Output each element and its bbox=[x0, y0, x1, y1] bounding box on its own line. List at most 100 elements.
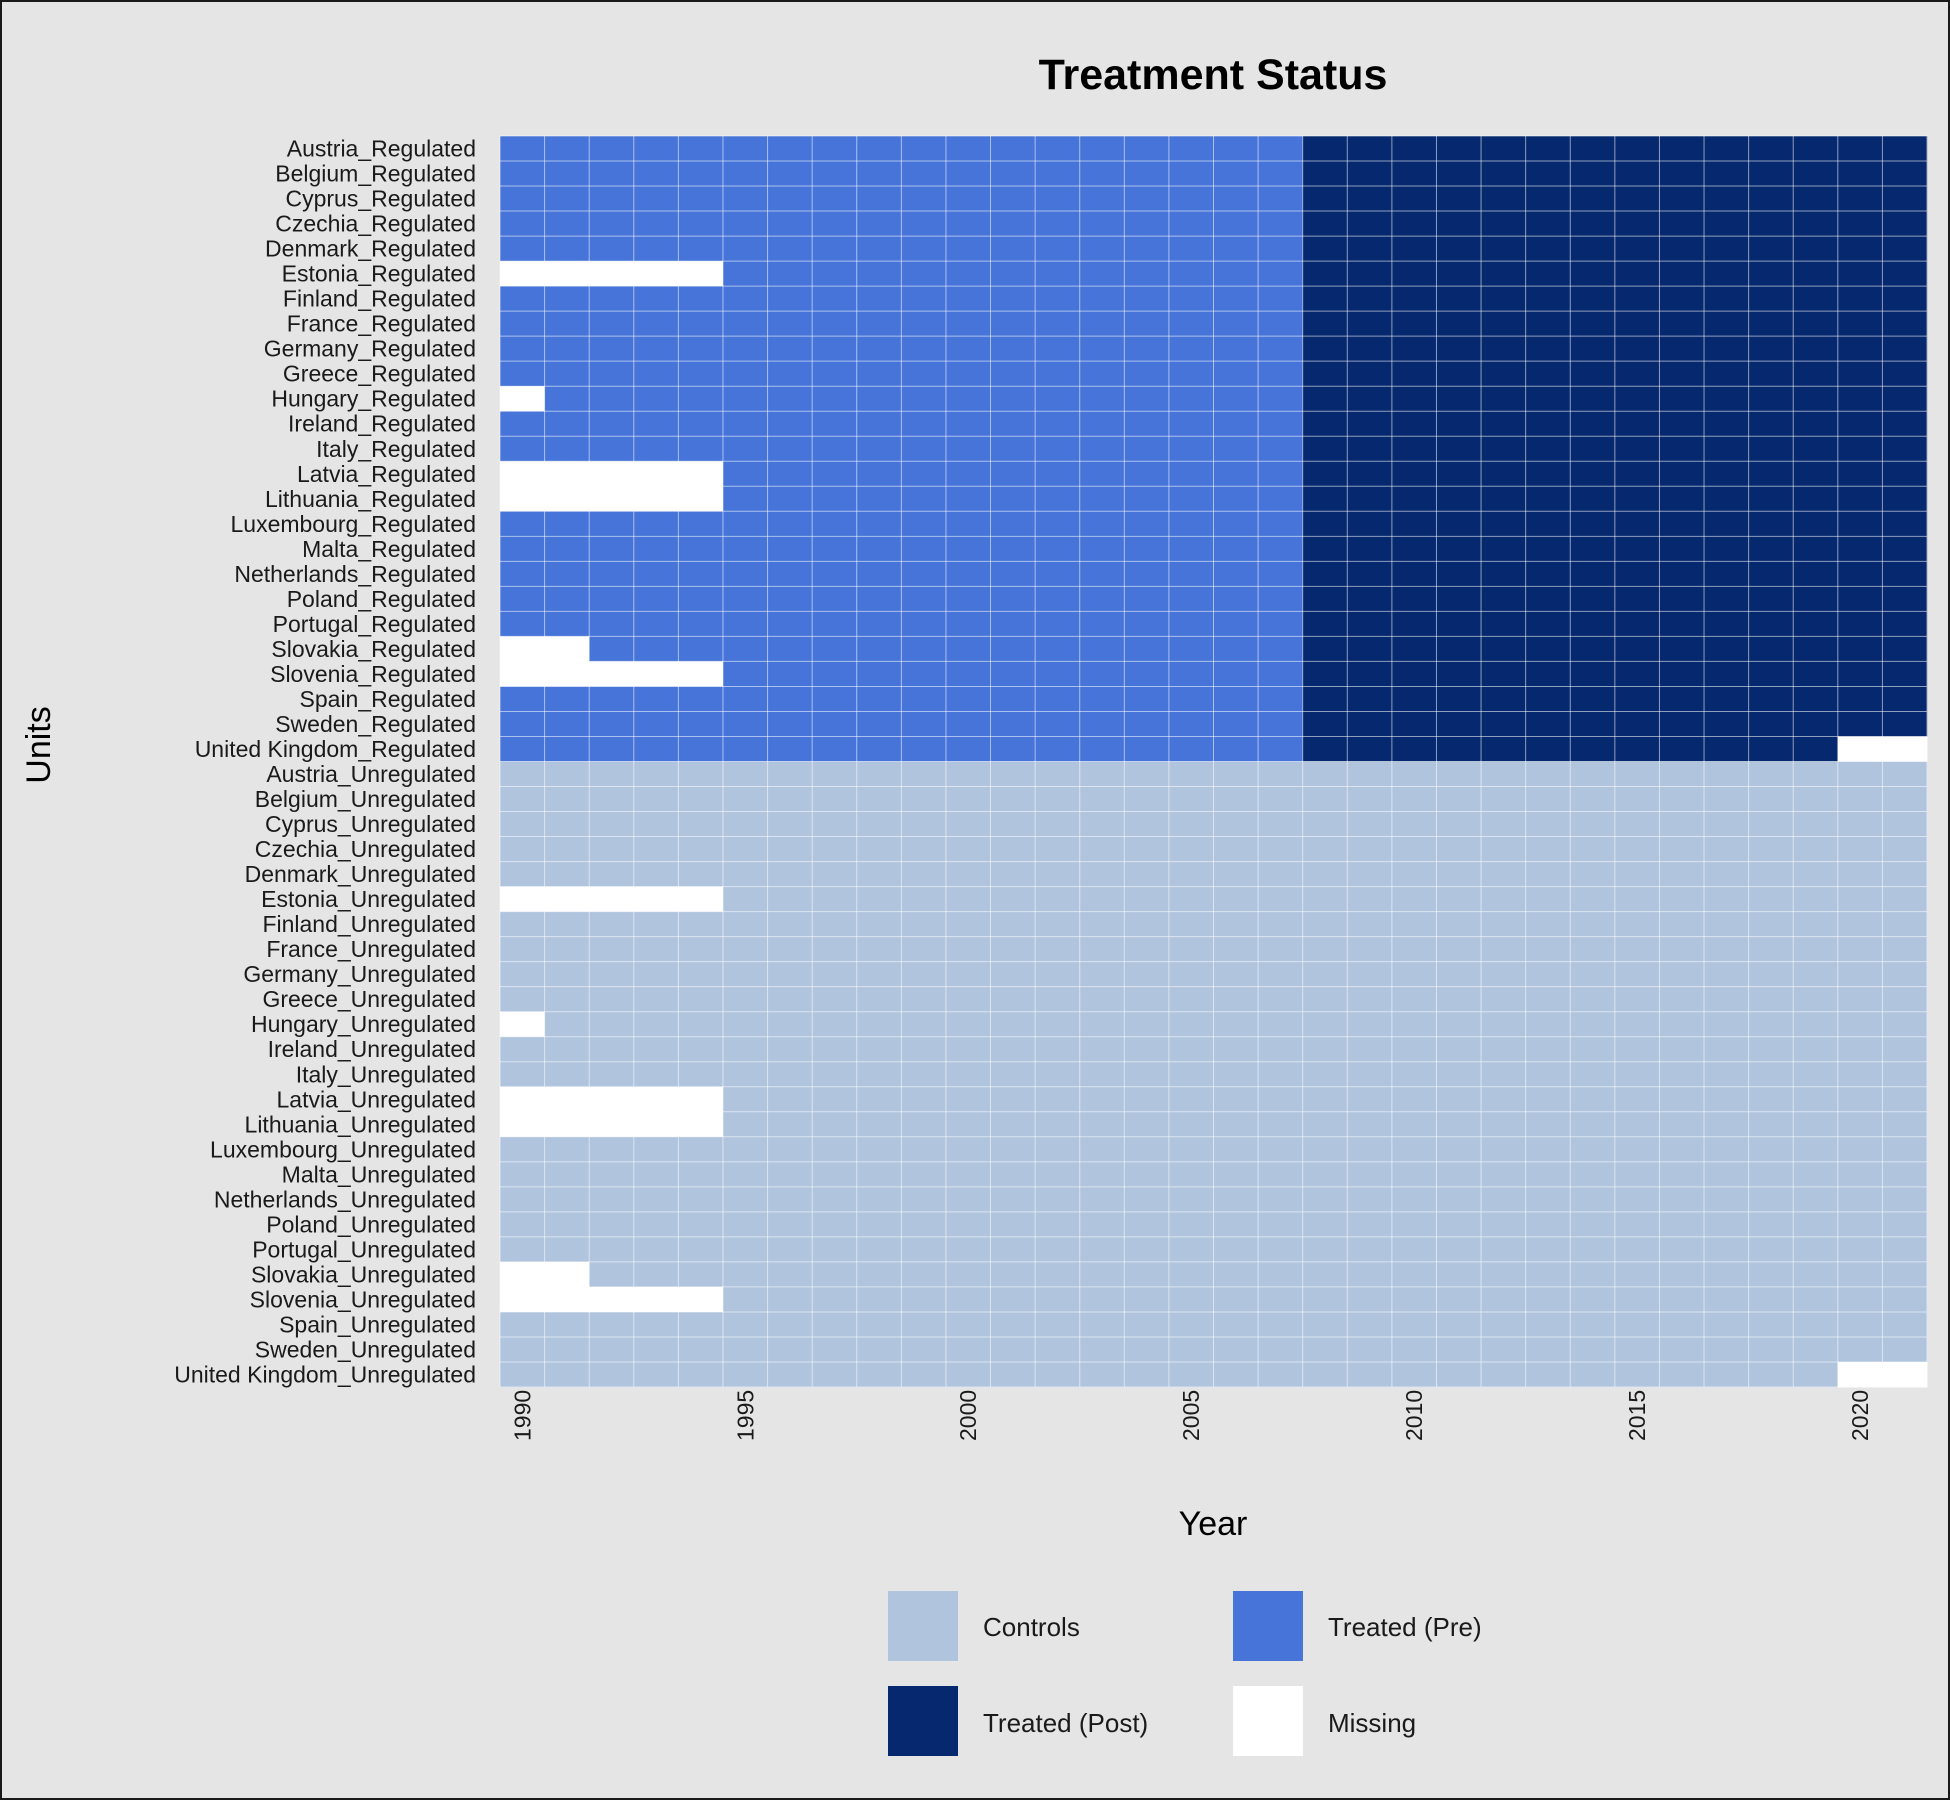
heatmap-cell bbox=[812, 436, 858, 462]
heatmap-cell bbox=[1436, 661, 1482, 687]
heatmap-cell bbox=[678, 1011, 724, 1038]
heatmap-cell bbox=[1481, 1361, 1527, 1388]
heatmap-cell bbox=[1837, 361, 1883, 387]
heatmap-cell bbox=[1793, 1336, 1839, 1363]
heatmap-cell bbox=[1793, 236, 1839, 262]
heatmap-cell bbox=[1481, 1211, 1527, 1238]
heatmap-cell bbox=[633, 311, 679, 337]
heatmap-cell bbox=[1079, 1161, 1125, 1188]
y-tick-label: Italy_Regulated bbox=[316, 436, 476, 462]
heatmap-cell bbox=[1035, 961, 1081, 988]
heatmap-cell bbox=[633, 461, 679, 487]
heatmap-cell bbox=[1302, 736, 1348, 762]
heatmap-cell bbox=[589, 811, 635, 837]
heatmap-cell bbox=[544, 886, 590, 913]
heatmap-cell bbox=[1659, 1361, 1705, 1388]
heatmap-cell bbox=[1213, 1186, 1259, 1213]
y-tick-label: Latvia_Unregulated bbox=[277, 1086, 476, 1112]
heatmap-cell bbox=[1525, 586, 1571, 612]
heatmap-cell bbox=[1258, 186, 1304, 212]
heatmap-cell bbox=[500, 486, 545, 512]
heatmap-cell bbox=[589, 1186, 635, 1213]
heatmap-cell bbox=[500, 561, 545, 587]
heatmap-cell bbox=[633, 1361, 679, 1388]
heatmap-cell bbox=[1837, 986, 1883, 1013]
heatmap-cell bbox=[1213, 511, 1259, 537]
heatmap-cell bbox=[1436, 1286, 1482, 1313]
heatmap-cell bbox=[1124, 1161, 1170, 1188]
heatmap-cell bbox=[945, 1336, 991, 1363]
heatmap-cell bbox=[1436, 1061, 1482, 1088]
heatmap-cell bbox=[1124, 936, 1170, 963]
heatmap-cell bbox=[812, 636, 858, 662]
heatmap-cell bbox=[1704, 1111, 1750, 1138]
heatmap-cell bbox=[1035, 411, 1081, 437]
heatmap-cell bbox=[856, 911, 902, 938]
heatmap-cell bbox=[1391, 1361, 1437, 1388]
heatmap-cell bbox=[589, 386, 635, 412]
heatmap-cell bbox=[1614, 1236, 1660, 1263]
heatmap-cell bbox=[945, 1161, 991, 1188]
heatmap-cell bbox=[678, 1361, 724, 1388]
heatmap-cell bbox=[722, 1061, 768, 1088]
heatmap-cell bbox=[1525, 186, 1571, 212]
heatmap-cell bbox=[1079, 1111, 1125, 1138]
heatmap-cell bbox=[500, 1336, 545, 1363]
heatmap-cell bbox=[1079, 836, 1125, 862]
heatmap-cell bbox=[1570, 961, 1616, 988]
heatmap-cell bbox=[767, 611, 813, 637]
heatmap-cell bbox=[1302, 486, 1348, 512]
heatmap-cell bbox=[1882, 436, 1928, 462]
heatmap-cell bbox=[678, 486, 724, 512]
heatmap-cell bbox=[1704, 811, 1750, 837]
heatmap-cell bbox=[812, 761, 858, 787]
heatmap-cell bbox=[812, 361, 858, 387]
heatmap-cell bbox=[1035, 336, 1081, 362]
heatmap-cell bbox=[1258, 1236, 1304, 1263]
heatmap-cell bbox=[1659, 311, 1705, 337]
heatmap-cell bbox=[812, 836, 858, 862]
heatmap-cell bbox=[589, 161, 635, 187]
heatmap-cell bbox=[1258, 811, 1304, 837]
heatmap-cell bbox=[1704, 1086, 1750, 1113]
heatmap-cell bbox=[945, 486, 991, 512]
y-tick-label: Cyprus_Unregulated bbox=[265, 811, 476, 837]
heatmap-cell bbox=[1124, 136, 1170, 162]
heatmap-cell bbox=[722, 611, 768, 637]
heatmap-cell bbox=[1347, 236, 1393, 262]
heatmap-cell bbox=[812, 236, 858, 262]
heatmap-cell bbox=[1525, 1236, 1571, 1263]
heatmap-cell bbox=[1258, 411, 1304, 437]
heatmap-cell bbox=[1124, 1011, 1170, 1038]
heatmap-cell bbox=[1213, 736, 1259, 762]
y-tick-label: France_Unregulated bbox=[266, 936, 476, 962]
heatmap-cell bbox=[767, 1061, 813, 1088]
heatmap-cell bbox=[1570, 1111, 1616, 1138]
x-tick-labels: 1990 1995 2000 2005 2010 2015 2020 bbox=[509, 1390, 1873, 1441]
heatmap-cell bbox=[1213, 336, 1259, 362]
heatmap-cell bbox=[1837, 136, 1883, 162]
heatmap-cell bbox=[500, 536, 545, 562]
heatmap-cell bbox=[1525, 386, 1571, 412]
heatmap-cell bbox=[1302, 1186, 1348, 1213]
y-tick-label: Cyprus_Regulated bbox=[285, 186, 476, 212]
heatmap-cell bbox=[589, 511, 635, 537]
heatmap-cell bbox=[633, 336, 679, 362]
heatmap-cell bbox=[901, 1211, 947, 1238]
heatmap-cell bbox=[1837, 1186, 1883, 1213]
heatmap-cell bbox=[1391, 636, 1437, 662]
heatmap-cell bbox=[1882, 1011, 1928, 1038]
heatmap-cell bbox=[1481, 986, 1527, 1013]
heatmap-cell bbox=[767, 786, 813, 812]
heatmap-cell bbox=[1748, 886, 1794, 913]
heatmap-cell bbox=[767, 1161, 813, 1188]
heatmap-cell bbox=[1168, 861, 1214, 887]
heatmap-cell bbox=[1258, 536, 1304, 562]
heatmap-cell bbox=[1213, 311, 1259, 337]
heatmap-cell bbox=[633, 786, 679, 812]
heatmap-cell bbox=[544, 1336, 590, 1363]
heatmap-cell bbox=[901, 511, 947, 537]
heatmap-cell bbox=[1347, 536, 1393, 562]
heatmap-cell bbox=[1614, 1061, 1660, 1088]
heatmap-cell bbox=[1837, 236, 1883, 262]
